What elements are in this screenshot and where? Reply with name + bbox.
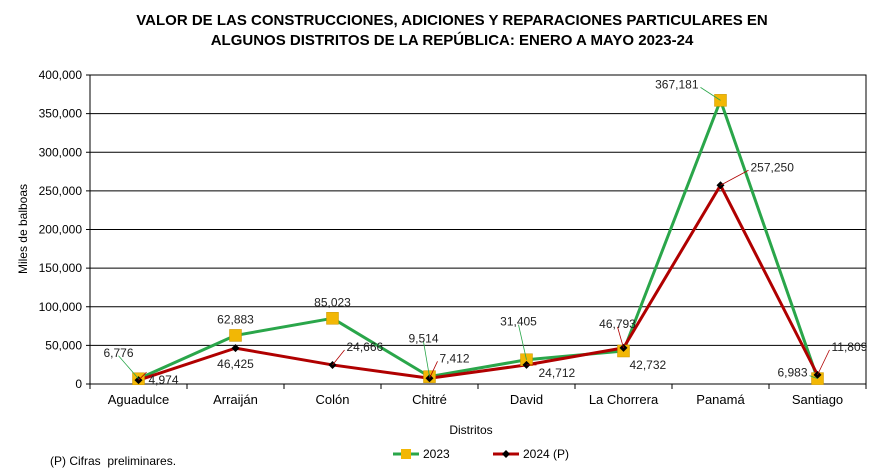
leader-line-2023 [809, 375, 818, 379]
x-axis-title: Distritos [449, 423, 492, 437]
x-tick-label: La Chorrera [589, 392, 659, 407]
data-label-2023: 9,514 [408, 332, 438, 346]
y-tick-label: 300,000 [39, 145, 83, 159]
data-label-2024: 24,666 [347, 340, 384, 354]
leader-line-2024 [617, 326, 624, 348]
y-tick-label: 150,000 [39, 261, 83, 275]
data-label-2023: 31,405 [500, 315, 537, 329]
leader-line-2023 [423, 341, 430, 377]
data-labels-layer: 6,776 62,883 85,023 9,514 31,405 42,732 367,18… [103, 77, 867, 387]
data-label-2024: 4,974 [149, 373, 179, 387]
marker-2023 [229, 329, 242, 342]
y-tick-label: 0 [75, 377, 82, 391]
x-tick-label: David [510, 392, 543, 407]
legend-label: 2023 [423, 447, 450, 461]
data-label-2024: 7,412 [440, 351, 470, 365]
x-tick-label: Colón [316, 392, 350, 407]
data-label-2023: 62,883 [217, 312, 254, 326]
data-label-2024: 46,793 [599, 317, 636, 331]
footnote: (P) Cifras preliminares. [50, 454, 177, 468]
legend-item-2024: 2024 (P) [493, 447, 569, 461]
data-label-2023: 367,181 [655, 77, 699, 91]
y-axis-ticks: 0 50,000 100,000 150,000 200,000 250,000 300,0… [39, 68, 90, 391]
legend-marker [502, 450, 510, 458]
data-label-2024: 11,809 [832, 340, 868, 354]
x-axis-ticks: Aguadulce Arraiján Colón Chitré David La Chor… [89, 384, 867, 407]
data-label-2023: 42,732 [630, 358, 667, 372]
x-tick-label: Panamá [696, 392, 745, 407]
marker-2023 [326, 312, 339, 325]
series-line-2023 [137, 98, 819, 381]
chart-title-line2: ALGUNOS DISTRITOS DE LA REPÚBLICA: ENERO… [211, 31, 694, 49]
data-label-2024: 24,712 [539, 366, 576, 380]
leader-line-2023 [700, 87, 721, 101]
y-tick-label: 250,000 [39, 184, 83, 198]
legend-label: 2024 (P) [523, 447, 569, 461]
data-label-2024: 46,425 [217, 357, 254, 371]
data-label-2023: 85,023 [314, 295, 351, 309]
leader-line-2023 [118, 355, 139, 380]
leader-line-2024 [429, 361, 438, 379]
leader-line-2024 [138, 371, 147, 381]
y-tick-label: 400,000 [39, 68, 83, 82]
x-tick-label: Arraiján [213, 392, 258, 407]
leader-line-2024 [332, 349, 345, 366]
chart-title-line1: VALOR DE LAS CONSTRUCCIONES, ADICIONES Y… [136, 12, 767, 29]
legend: 2023 2024 (P) [393, 447, 569, 461]
x-tick-label: Aguadulce [108, 392, 169, 407]
legend-item-2023: 2023 [393, 447, 450, 461]
x-tick-label: Santiago [792, 392, 843, 407]
legend-marker [401, 449, 411, 459]
leader-line-2024 [817, 349, 830, 376]
data-label-2024: 257,250 [751, 160, 795, 174]
leader-line-2023 [518, 324, 527, 360]
y-tick-label: 100,000 [39, 300, 83, 314]
marker-2024 [231, 344, 240, 353]
y-tick-label: 50,000 [45, 338, 82, 352]
x-tick-label: Chitré [412, 392, 447, 407]
data-label-2023: 6,983 [777, 366, 807, 380]
y-axis-title: Miles de balboas [16, 184, 30, 274]
series-line-2024 [138, 183, 819, 382]
y-tick-label: 200,000 [39, 223, 83, 237]
leader-line-2024 [720, 169, 749, 186]
series-layer [132, 94, 824, 386]
gridlines [90, 113, 866, 346]
data-label-2023: 6,776 [103, 346, 133, 360]
y-tick-label: 350,000 [39, 107, 83, 121]
